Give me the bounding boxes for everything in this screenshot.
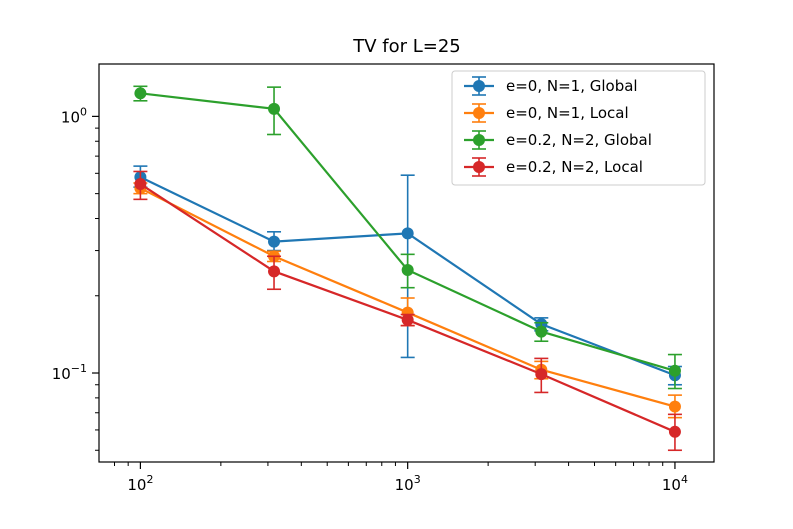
legend-marker: [473, 80, 485, 92]
legend-marker: [473, 107, 485, 119]
data-point: [535, 368, 548, 381]
data-point: [668, 425, 681, 438]
data-point: [668, 364, 681, 377]
legend-entry-0: e=0, N=1, Global: [464, 76, 638, 96]
chart-title: TV for L=25: [352, 36, 461, 57]
x-tick-label: 102: [127, 473, 153, 494]
legend-label: e=0.2, N=2, Global: [506, 131, 652, 149]
x-tick-label: 103: [395, 473, 421, 494]
data-point: [134, 178, 147, 191]
data-point: [268, 235, 281, 248]
axes-frame: [98, 63, 715, 463]
series-3: [133, 170, 682, 452]
data-point: [401, 313, 414, 326]
data-point: [268, 265, 281, 278]
legend-marker: [473, 134, 485, 146]
legend-label: e=0.2, N=2, Local: [506, 158, 643, 176]
legend-label: e=0, N=1, Global: [506, 77, 638, 95]
y-tick-label: 10−1: [52, 362, 87, 383]
data-point: [401, 227, 414, 240]
x-tick-label: 104: [662, 473, 688, 494]
legend-entry-1: e=0, N=1, Local: [464, 103, 629, 123]
series-2: [133, 85, 682, 390]
data-point: [668, 400, 681, 413]
legend-marker: [473, 161, 485, 173]
data-point: [268, 102, 281, 115]
legend-box: [451, 70, 706, 186]
legend-entry-2: e=0.2, N=2, Global: [464, 130, 652, 150]
data-point: [401, 263, 414, 276]
data-point: [134, 87, 147, 100]
data-point: [535, 325, 548, 338]
y-tick-label: 100: [61, 105, 87, 126]
legend-label: e=0, N=1, Local: [506, 104, 629, 122]
legend-entry-3: e=0.2, N=2, Local: [464, 157, 643, 177]
